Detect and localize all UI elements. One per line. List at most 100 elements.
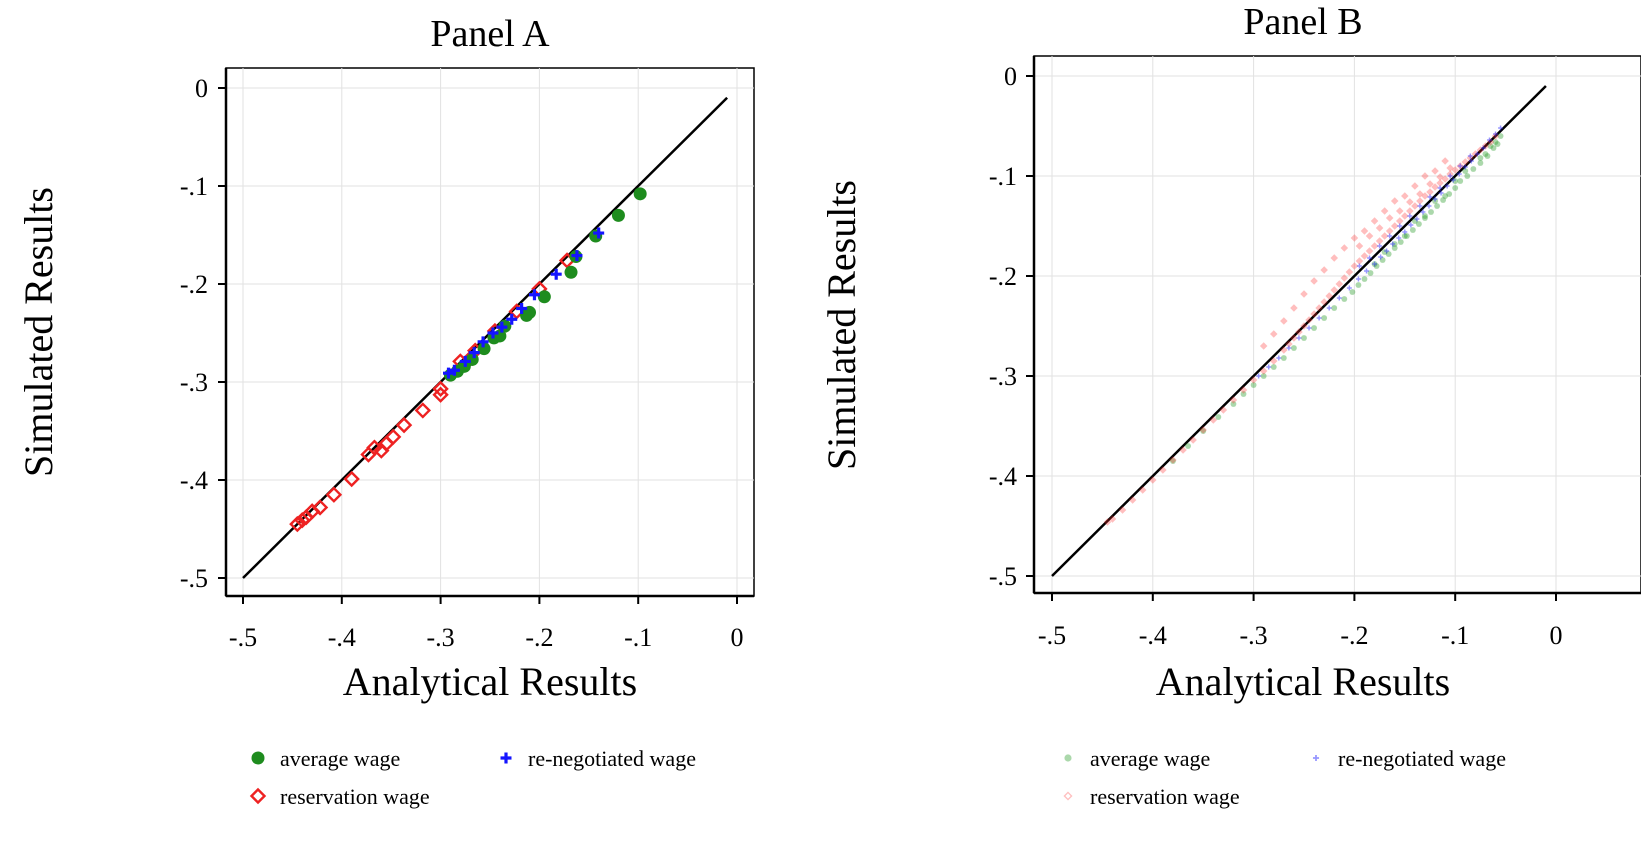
panel-b-point [1200, 428, 1207, 434]
panel-b-point [1462, 168, 1469, 174]
panel-b-point [1280, 355, 1287, 361]
panel-b-point [1355, 282, 1362, 288]
panel-a-point [477, 336, 489, 348]
panel-b-point [1103, 518, 1112, 526]
panel-a-point [496, 321, 508, 333]
panel-b-point [1315, 304, 1323, 312]
panel-b-title: Panel B [1243, 1, 1362, 43]
panel-b-point [1426, 203, 1432, 209]
panel-b-point [1185, 443, 1192, 449]
panel-b-point [1286, 345, 1292, 351]
panel-b-point [1159, 466, 1167, 474]
panel-b-point [1464, 173, 1471, 179]
panel-b-point [1417, 203, 1423, 209]
panel-b-point [1480, 145, 1486, 151]
panel-b-point [1149, 476, 1157, 484]
panel-b-legend-item: re-negotiated wage [1312, 746, 1506, 771]
panel-b-point [1306, 325, 1312, 331]
panel-a-y-tick-label: -.5 [180, 564, 208, 593]
panel-a-point [311, 499, 329, 516]
panel-a-y-axis-label: Simulated Results [16, 187, 61, 477]
panel-a-legend-marker [249, 787, 267, 805]
panel-b-point [1416, 190, 1424, 198]
panel-b-point [1432, 196, 1438, 202]
panel-a-point [289, 515, 306, 533]
panel-b-point [1260, 373, 1267, 379]
panel-a-legend-marker [251, 751, 265, 765]
panel-b-point [1395, 207, 1404, 215]
panel-b-point [1259, 342, 1268, 350]
panel-b-point [1269, 330, 1278, 338]
panel-b-point [1189, 436, 1197, 444]
panel-b-point [1396, 235, 1402, 241]
panel-b-point [1450, 177, 1456, 183]
panel-b-point [1440, 197, 1447, 203]
panel-b-point [1370, 242, 1379, 250]
panel-b-point [1331, 305, 1338, 311]
panel-b-point [1375, 224, 1384, 232]
panel-b-point [1403, 233, 1410, 239]
panel-b-x-tick-label: -.1 [1441, 621, 1469, 650]
panel-b-point [1325, 292, 1333, 300]
panel-b-series-re-negotiated-wage [1256, 125, 1504, 379]
panel-a-legend-item: re-negotiated wage [500, 746, 696, 771]
panel-b-point [1346, 285, 1352, 291]
panel-a-point [443, 367, 455, 379]
panel-b-y-axis-label: Simulated Results [819, 180, 864, 470]
panel-a-point [520, 308, 534, 322]
panel-b-x-tick-label: -.2 [1340, 621, 1368, 650]
panel-b-point [1436, 173, 1444, 181]
panel-b-point [1444, 183, 1450, 189]
panel-b-point [1411, 182, 1419, 190]
panel-b-point [1364, 268, 1369, 274]
panel-b-point [1280, 346, 1288, 354]
panel-b-legend-marker [1063, 791, 1073, 801]
panel-b-point [1179, 446, 1187, 454]
panel-b-point [1384, 248, 1390, 254]
panel-a-point [432, 380, 449, 398]
panel-b-y-tick-label: -.1 [989, 162, 1017, 191]
panel-b-point [1401, 192, 1409, 200]
panel-b-point [1209, 416, 1218, 424]
panel-b-point [1447, 173, 1453, 179]
panel-b-point [1355, 276, 1361, 282]
panel-a-y-tick-label: -.1 [180, 172, 208, 201]
panel-b-point [1431, 183, 1439, 191]
panel-b-point [1446, 164, 1454, 172]
panel-b-point [1422, 213, 1428, 219]
panel-b-point [1421, 192, 1429, 200]
panel-b-x-axis-label: Analytical Results [1156, 659, 1450, 704]
panel-b-point [1316, 315, 1322, 321]
panel-a-point [325, 486, 343, 503]
panel-b-point [1301, 335, 1307, 341]
panel-a-y-tick-label: -.4 [180, 466, 208, 495]
panel-b-point [1355, 242, 1364, 250]
panel-b-y-tick-label: -.2 [989, 262, 1017, 291]
panel-b-point [1498, 125, 1504, 131]
panel-b-x-tick-label: 0 [1550, 621, 1563, 650]
panel-b-point [1290, 304, 1298, 312]
panel-b-point [1487, 137, 1492, 143]
panel-b-point [1474, 151, 1480, 157]
panel-a: Panel A Simulated Results Analytical Res… [16, 13, 755, 809]
panel-b-point [1215, 414, 1222, 420]
panel-b-point [1391, 245, 1398, 251]
panel-a-point [468, 347, 480, 359]
panel-b-point [1367, 255, 1372, 261]
panel-b-point [1360, 252, 1369, 260]
panel-b-point [1456, 171, 1462, 177]
panel-b-point [1409, 227, 1416, 233]
panel-b-point [1426, 180, 1434, 188]
panel-b-point [1397, 239, 1404, 245]
panel-a-point [414, 402, 432, 419]
panel-b-point [1427, 194, 1433, 200]
panel-b-point [1390, 222, 1399, 230]
panel-b-point [1451, 166, 1459, 174]
panel-b-point [1300, 290, 1308, 298]
panel-b-point [1118, 506, 1127, 514]
panel-a-point [611, 208, 625, 222]
panel-b-point [1365, 247, 1374, 255]
panel-b-point [1330, 286, 1339, 294]
panel-b-point [1484, 153, 1491, 159]
panel-b-point [1385, 214, 1394, 222]
